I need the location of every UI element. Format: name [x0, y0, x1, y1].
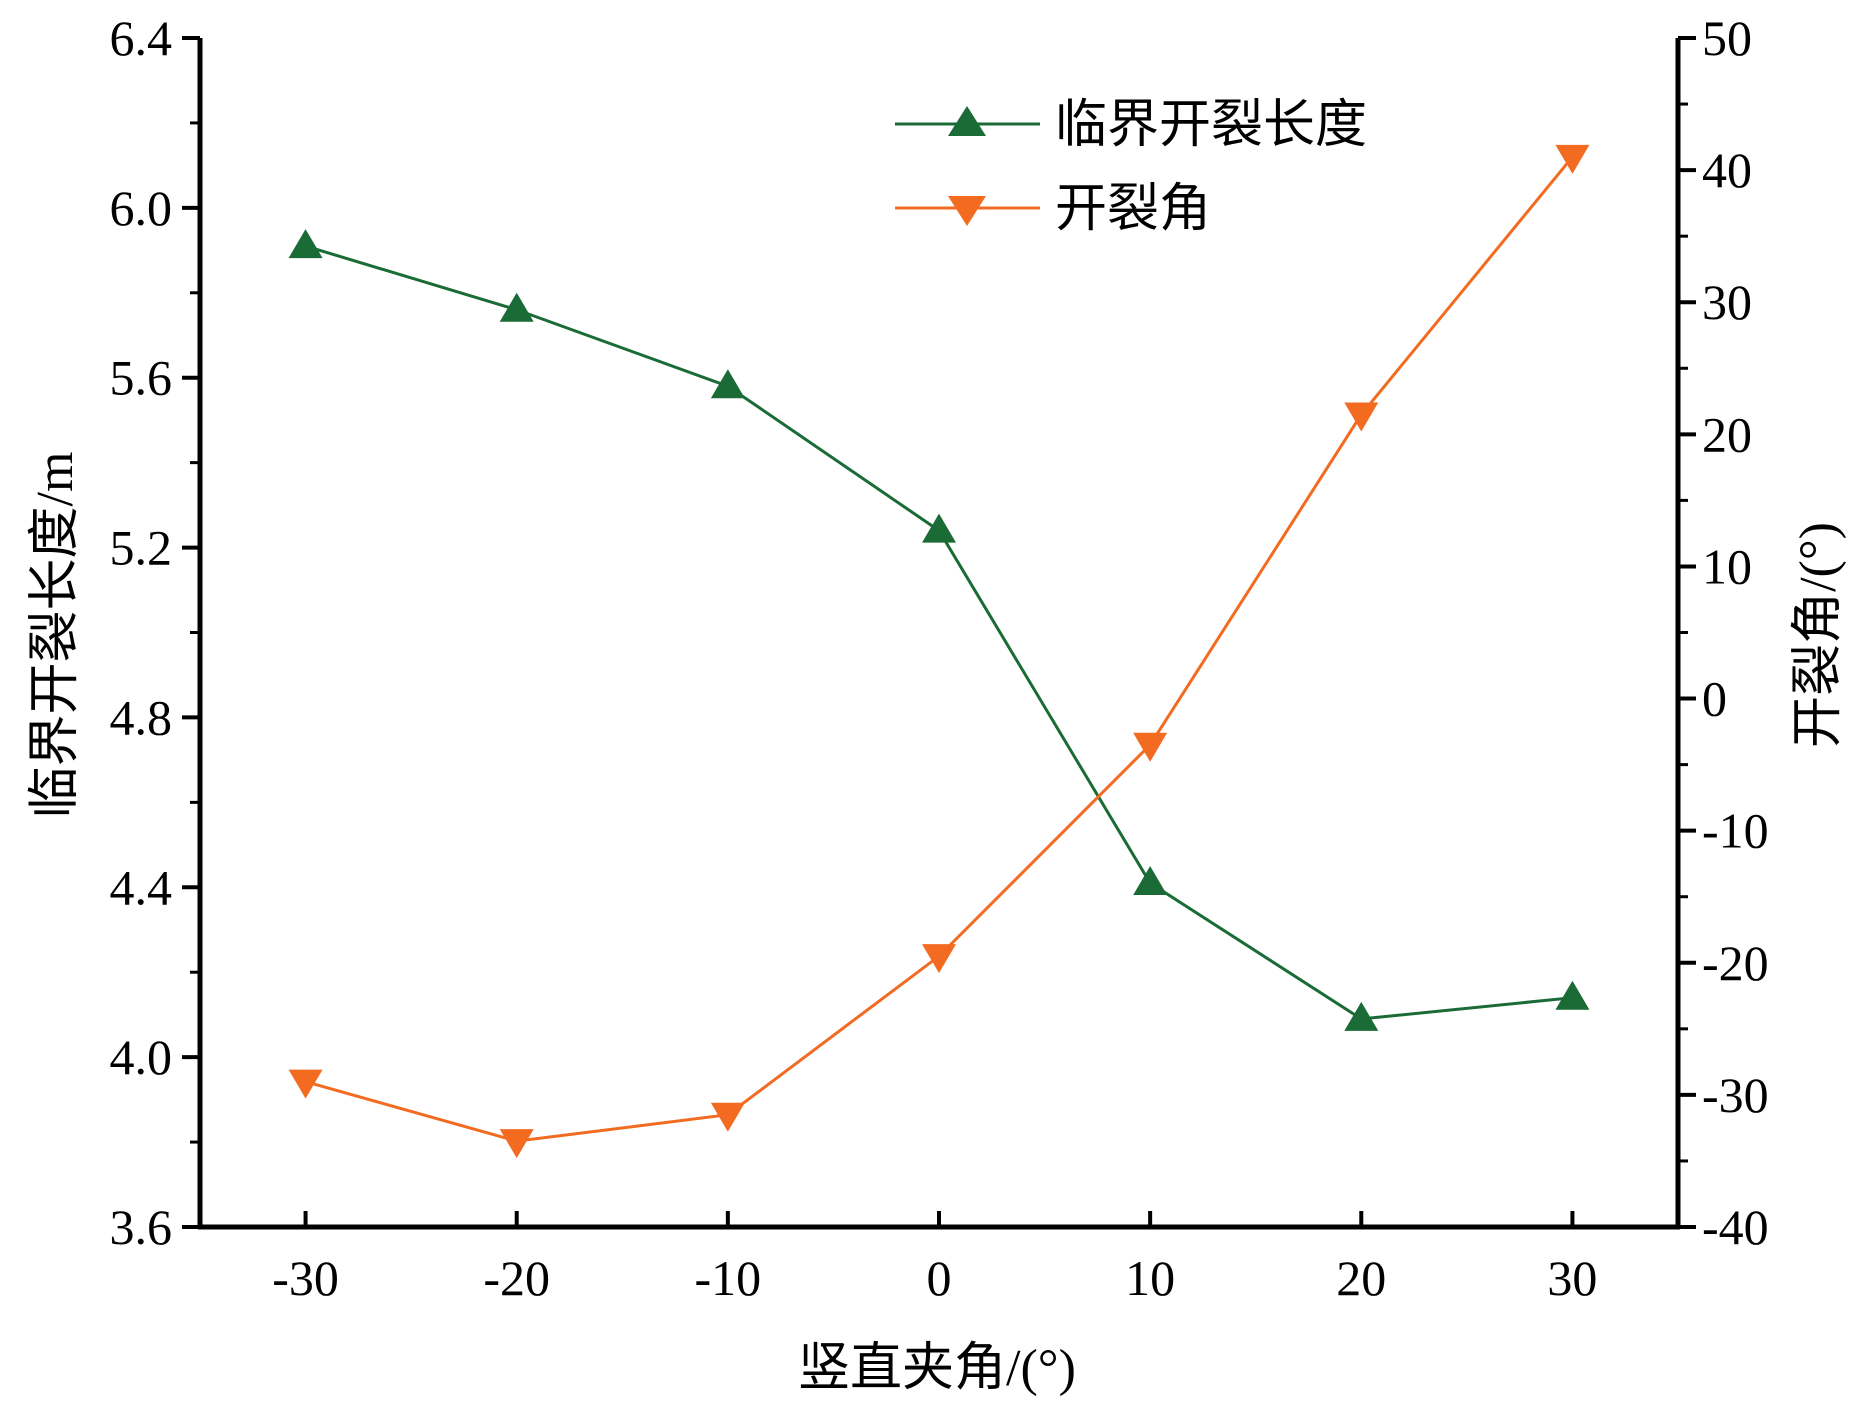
series-0-point [710, 369, 745, 399]
y-right-tick-label: 50 [1702, 10, 1752, 66]
x-tick-label: 0 [927, 1250, 952, 1306]
series-layer [288, 144, 1590, 1159]
x-tick-label: -30 [272, 1250, 339, 1306]
series-1-point [499, 1129, 534, 1159]
x-tick-label: 20 [1336, 1250, 1386, 1306]
y-right-tick-label: 40 [1702, 142, 1752, 198]
series-1-point [922, 944, 956, 974]
series-1-point [1133, 732, 1168, 762]
legend-item-series-1: 开裂角 [895, 181, 1211, 238]
y-left-tick-label: 5.2 [110, 520, 173, 576]
series-0-point [1133, 866, 1168, 896]
y-right-tick-label: 0 [1702, 671, 1727, 727]
x-tick-label: 30 [1547, 1250, 1597, 1306]
series-1-point [710, 1102, 745, 1132]
y-right-tick-label: 30 [1702, 274, 1752, 330]
series-0-point [922, 513, 956, 543]
legend-marker-series-1 [948, 196, 986, 226]
y-left-tick-label: 4.4 [110, 859, 173, 915]
legend-label-series-0: 临界开裂长度 [1055, 97, 1367, 154]
x-axis-title: 竖直夹角/(°) [798, 1340, 1076, 1397]
series-0-point [1344, 1001, 1379, 1031]
y-right-tick-label: -20 [1702, 935, 1769, 991]
y-right-tick-label: 20 [1702, 406, 1752, 462]
series-0-point [1555, 980, 1590, 1010]
legend-marker-series-0 [948, 106, 986, 136]
series-1-point [1555, 144, 1590, 174]
y-axis-right-title: 开裂角/(°) [1790, 522, 1847, 748]
x-tick-label: -10 [695, 1250, 762, 1306]
x-axis-ticks: -30 -20 -10 0 10 20 30 [272, 1211, 1597, 1306]
y-right-tick-label: -30 [1702, 1067, 1769, 1123]
plot-frame [197, 38, 1681, 1230]
y-axis-left-title: 临界开裂长度/m [27, 452, 84, 819]
y-left-tick-label: 5.6 [110, 350, 173, 406]
series-0-point [499, 292, 534, 322]
y-axis-left-ticks: 3.6 4.0 4.4 4.8 5.2 5.6 6.0 6.4 [110, 10, 200, 1255]
y-left-tick-label: 4.8 [110, 689, 173, 745]
legend-label-series-1: 开裂角 [1055, 181, 1211, 238]
x-tick-label: 10 [1125, 1250, 1175, 1306]
y-left-tick-label: 6.4 [110, 10, 173, 66]
x-tick-label: -20 [483, 1250, 550, 1306]
y-left-tick-label: 6.0 [110, 180, 173, 236]
y-right-tick-label: -10 [1702, 803, 1769, 859]
series-1-point [1344, 402, 1379, 432]
y-left-tick-label: 3.6 [110, 1199, 173, 1255]
legend-item-series-0: 临界开裂长度 [895, 97, 1367, 154]
y-right-tick-label: 10 [1702, 538, 1752, 594]
legend: 临界开裂长度 开裂角 [895, 97, 1367, 238]
y-right-tick-label: -40 [1702, 1199, 1769, 1255]
y-left-tick-label: 4.0 [110, 1029, 173, 1085]
series-1-point [288, 1069, 323, 1099]
series-line-0 [305, 244, 1573, 1021]
series-0-point [288, 229, 323, 259]
y-axis-right-ticks: -40 -30 -20 -10 0 10 20 30 40 50 [1678, 10, 1769, 1255]
